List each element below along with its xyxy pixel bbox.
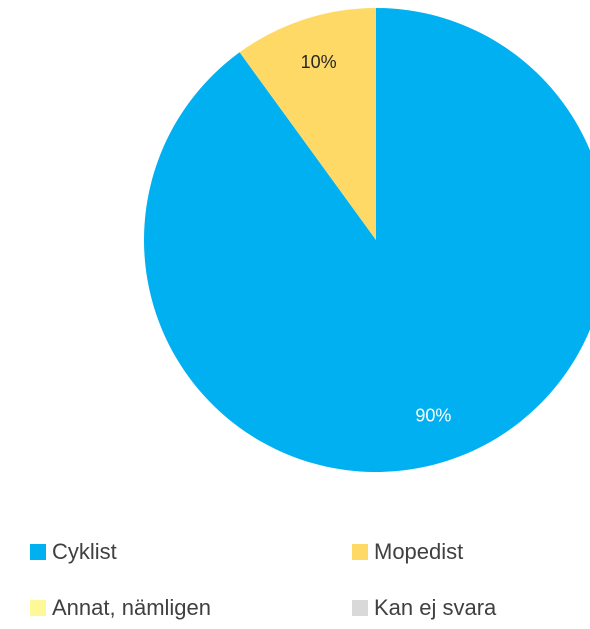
- legend-swatch: [30, 544, 46, 560]
- legend-label: Kan ej svara: [374, 595, 497, 620]
- slice-label: 90%: [415, 405, 451, 425]
- pie-slice: [239, 8, 376, 240]
- legend-label: Annat, nämligen: [52, 595, 211, 620]
- pie-slice: [144, 8, 590, 472]
- legend-swatch: [352, 544, 368, 560]
- legend-swatch: [352, 600, 368, 616]
- legend-label: Cyklist: [52, 539, 117, 564]
- legend-swatch: [30, 600, 46, 616]
- legend-label: Mopedist: [374, 539, 463, 564]
- slice-label: 10%: [301, 52, 337, 72]
